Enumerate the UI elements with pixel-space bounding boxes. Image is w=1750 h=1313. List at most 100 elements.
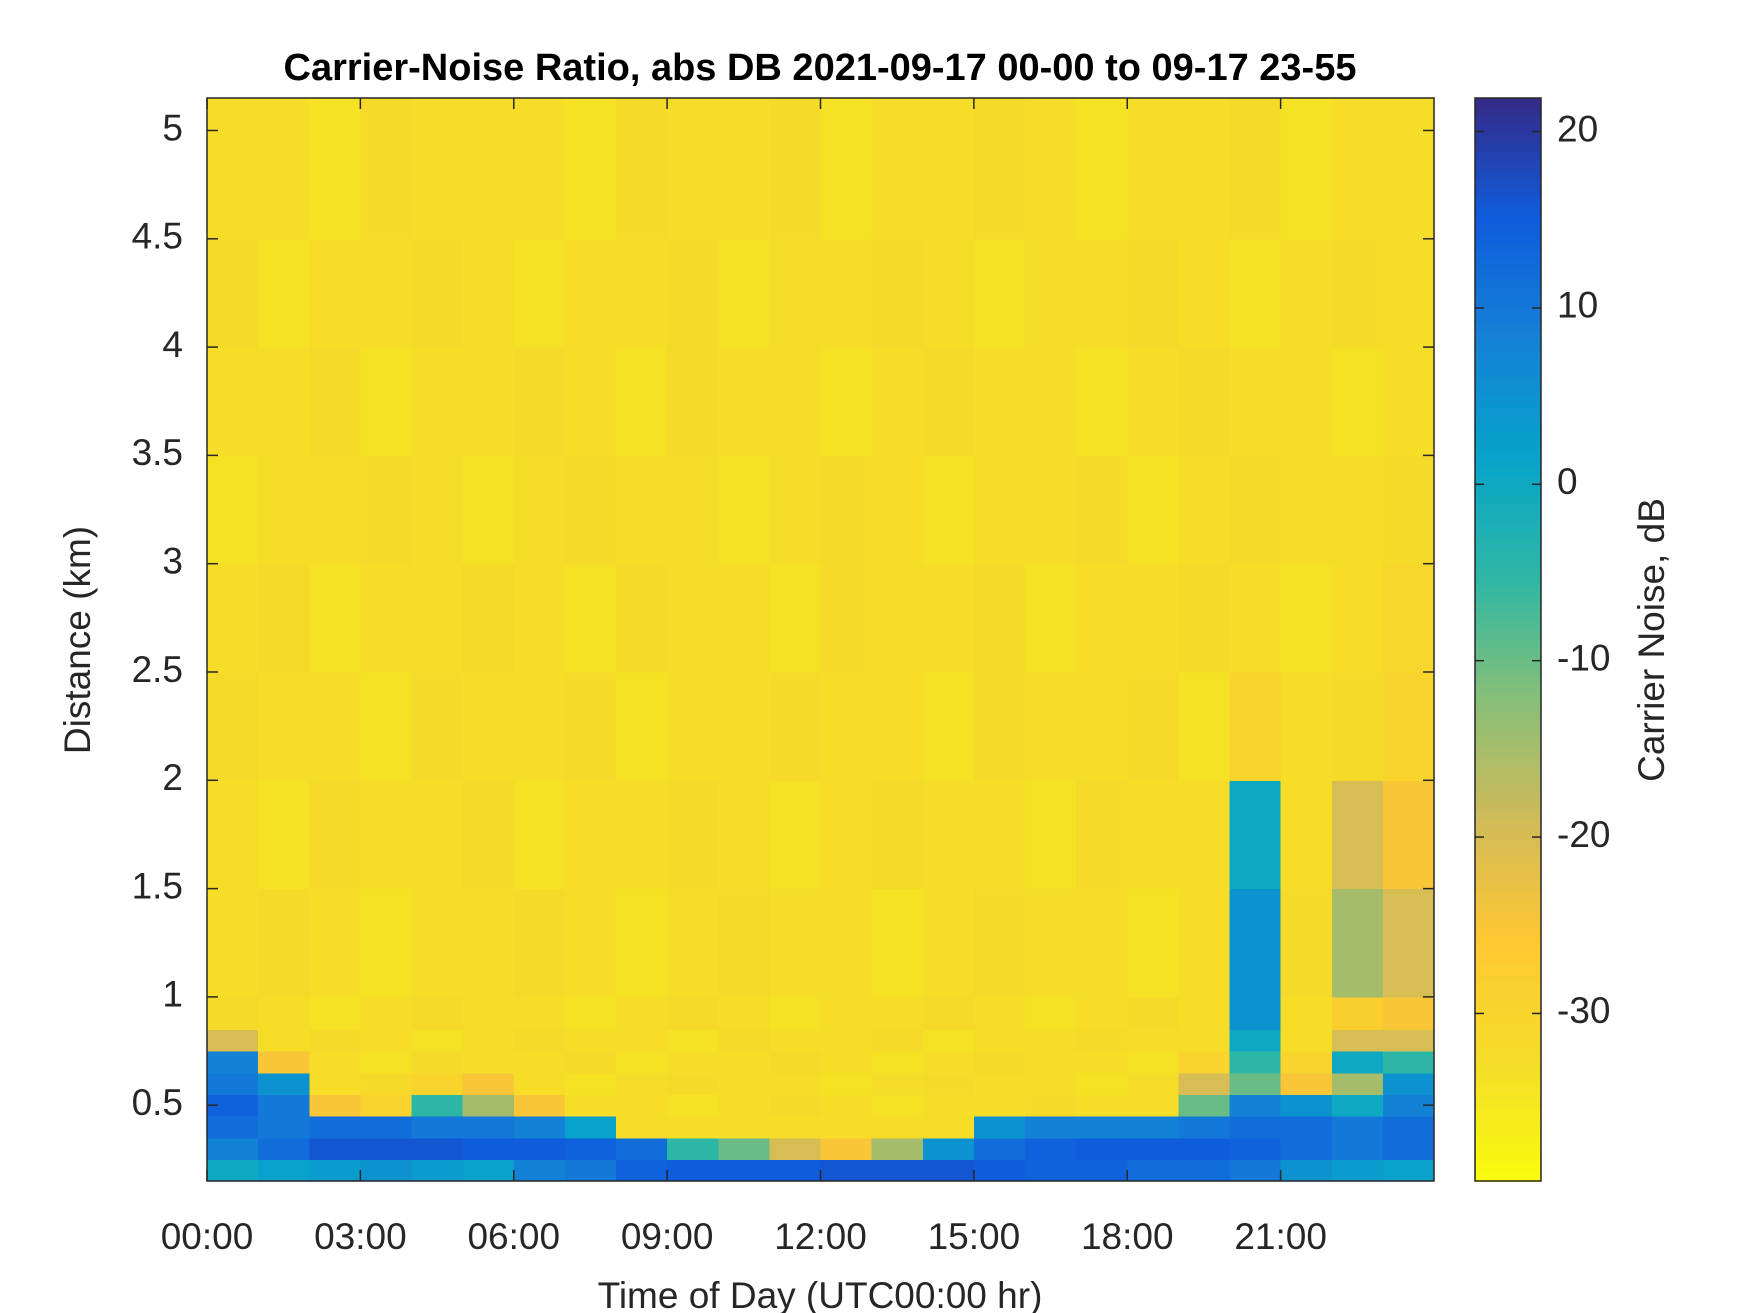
heatmap-cell [207,238,259,348]
heatmap-cell [1280,98,1333,240]
heatmap-cell [513,347,566,456]
colorbar-swatch [1475,955,1541,966]
heatmap-cell [1025,996,1077,1030]
heatmap-cell [1076,347,1128,456]
heatmap-cell [258,1094,310,1117]
heatmap-cell [1382,238,1435,348]
heatmap-cell [1331,98,1384,240]
heatmap-cell [513,98,566,240]
heatmap-cell [1127,1029,1179,1052]
colorbar-swatch [1475,865,1541,875]
heatmap-cell [564,1029,617,1052]
colorbar-swatch [1475,422,1541,433]
colorbar-swatch [1475,359,1541,370]
heatmap-cell [1178,455,1231,565]
colorbar-swatch [1475,1153,1541,1164]
heatmap-cell [360,238,413,348]
heatmap-cell [1382,1029,1435,1052]
heatmap-cell [564,671,617,781]
heatmap-cell [922,1137,975,1160]
heatmap-cell [820,1029,873,1052]
chart-title: Carrier-Noise Ratio, abs DB 2021-09-17 0… [284,47,1357,89]
colorbar-swatch [1475,504,1541,514]
colorbar-swatch [1475,666,1541,677]
colorbar-swatch [1475,1072,1541,1083]
heatmap-cell [1178,1137,1231,1160]
colorbar-swatch [1475,1126,1541,1137]
heatmap-cell [1178,563,1231,673]
colorbar-swatch [1475,152,1541,162]
colorbar-swatch [1475,197,1541,208]
heatmap-cell [616,455,668,565]
heatmap-cell [411,1094,464,1117]
heatmap-cell [1280,671,1333,781]
heatmap-cell [1025,1051,1077,1074]
colorbar-swatch [1475,1063,1541,1074]
colorbar-swatch [1475,522,1541,532]
colorbar-swatch [1475,585,1541,596]
heatmap-cell [411,1072,464,1095]
heatmap-cell [564,347,617,456]
heatmap-cell [513,1029,566,1052]
colorbar-swatch [1475,1081,1541,1092]
heatmap-cell [871,996,924,1030]
heatmap-cell [616,98,668,240]
heatmap-cell [718,1159,770,1182]
heatmap-cell [769,563,822,673]
heatmap-cell [1331,1072,1384,1095]
heatmap-cell [1076,780,1128,890]
colorbar-swatch [1475,991,1541,1002]
heatmap-cell [922,1029,975,1052]
heatmap-cell [309,1137,361,1160]
colorbar-swatch [1475,702,1541,713]
heatmap-cell [309,780,361,890]
colorbar-swatch [1475,287,1541,298]
heatmap-cell [1076,1029,1128,1052]
heatmap-cell [1280,1116,1333,1139]
heatmap-cell [667,563,719,673]
heatmap-cell [1382,98,1435,240]
heatmap-cell [258,888,310,998]
heatmap-cell [1025,238,1077,348]
heatmap-cell [462,455,515,565]
heatmap-cell [1178,1116,1231,1139]
heatmap-cell [309,1116,361,1139]
heatmap-cell [871,1159,924,1182]
heatmap-cell [769,1051,822,1074]
colorbar-swatch [1475,594,1541,605]
colorbar-swatch [1475,1090,1541,1101]
colorbar-swatch [1475,368,1541,379]
heatmap-cell [1382,347,1435,456]
heatmap-cell [973,563,1026,673]
axes: 00:00 03:00 06:00 09:00 12:00 15:00 18:00 21:00… [132,97,1435,1257]
colorbar-swatch [1475,919,1541,930]
heatmap-cell [309,1072,361,1095]
heatmap-cell [1178,1072,1231,1095]
heatmap-cell [360,1094,413,1117]
heatmap-cell [973,455,1026,565]
heatmap-cell [820,455,873,565]
heatmap-cell [462,1137,515,1160]
colorbar-swatch [1475,341,1541,352]
heatmap-cell [871,238,924,348]
heatmap-cell [513,780,566,890]
heatmap-cell [462,238,515,348]
heatmap-cell [820,238,873,348]
heatmap-cell [616,996,668,1030]
heatmap-cell [616,1094,668,1117]
heatmap-cell [973,238,1026,348]
colorbar-tick-label: 20 [1557,108,1598,149]
heatmap-cell [360,1137,413,1160]
heatmap-cell [207,1116,259,1139]
heatmap-cell [769,98,822,240]
heatmap-cell [207,780,259,890]
colorbar-tick-label: -20 [1557,814,1610,855]
y-tick-label: 3 [162,540,183,581]
heatmap-cell [564,1094,617,1117]
colorbar-swatch [1475,783,1541,794]
heatmap-cell [769,1159,822,1182]
heatmap-cell [462,1072,515,1095]
heatmap-cell [1280,996,1333,1030]
colorbar-swatch [1475,161,1541,171]
heatmap-cell [1127,1094,1179,1117]
